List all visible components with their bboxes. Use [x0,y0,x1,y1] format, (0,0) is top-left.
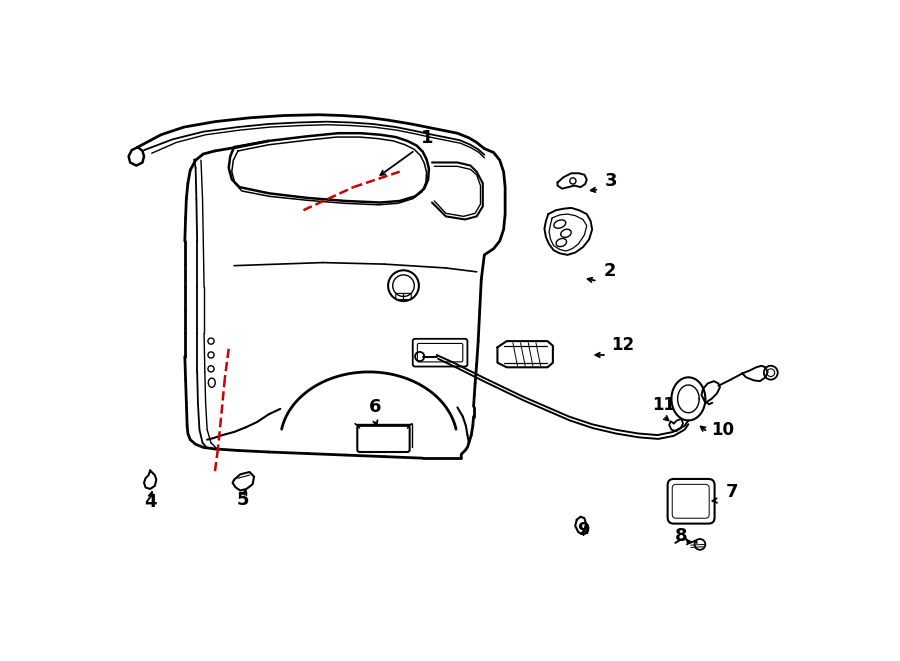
Text: 7: 7 [725,483,738,502]
Text: 4: 4 [144,492,157,511]
Text: 3: 3 [605,172,617,190]
Text: 2: 2 [604,262,617,280]
Text: 11: 11 [652,397,675,414]
Text: 10: 10 [712,421,734,439]
Text: 6: 6 [369,398,382,416]
Text: 9: 9 [577,521,590,539]
Text: 8: 8 [675,527,688,545]
Text: 12: 12 [611,336,634,354]
Text: 5: 5 [237,491,249,509]
Text: 1: 1 [421,130,434,147]
